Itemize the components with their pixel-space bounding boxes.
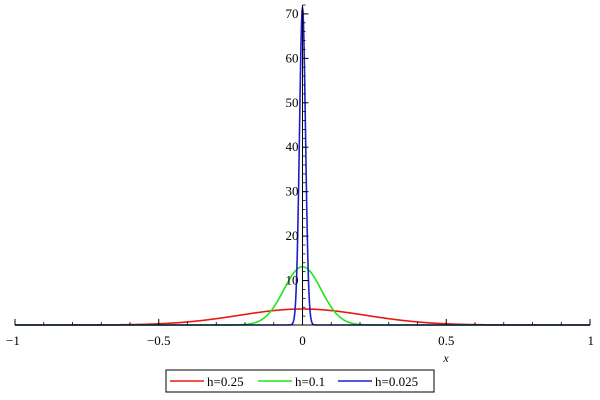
x-tick-label: 0.5 <box>438 333 454 348</box>
x-tick-label: −1 <box>6 333 20 348</box>
x-tick-label: 0 <box>299 333 306 348</box>
y-tick-label: 10 <box>286 273 299 288</box>
x-tick-label: 1 <box>588 333 595 348</box>
x-tick-label: −0.5 <box>147 333 171 348</box>
legend-label-2: h=0.025 <box>375 374 418 389</box>
x-axis-title: x <box>442 351 449 365</box>
legend-box <box>165 369 435 393</box>
y-tick-label: 70 <box>286 6 299 21</box>
axes: −1 −0.5 0 0.5 1 10 20 30 40 50 60 70 <box>6 4 595 348</box>
legend-label-0: h=0.25 <box>207 374 244 389</box>
y-tick-label: 60 <box>286 50 299 65</box>
y-tick-label: 30 <box>286 184 299 199</box>
y-tick-label: 40 <box>286 139 299 154</box>
y-tick-label: 50 <box>286 95 299 110</box>
y-tick-label: 20 <box>286 228 299 243</box>
legend-label-1: h=0.1 <box>295 374 325 389</box>
legend: h=0.25 h=0.1 h=0.025 <box>165 369 435 393</box>
